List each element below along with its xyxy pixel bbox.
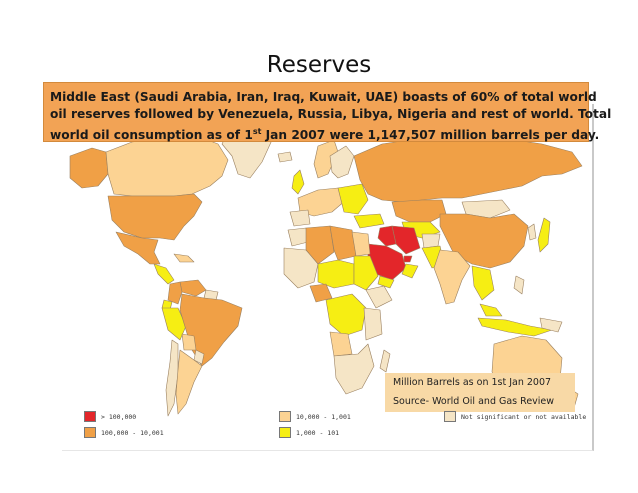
legend-swatch	[444, 411, 456, 422]
region-china	[439, 213, 529, 269]
caption-line-3-post: Jan 2007 were 1,147,507 million barrels …	[261, 128, 600, 143]
region-yemen	[377, 275, 395, 289]
region-morocco	[287, 227, 309, 247]
caption-line-3-pre: world oil consumption as of 1	[50, 128, 253, 143]
map-frame	[62, 104, 594, 451]
region-paraguay	[193, 349, 205, 365]
region-sudan	[353, 255, 379, 291]
caption-line-3-sup: st	[252, 127, 262, 136]
legend-item: 1,000 - 101	[279, 427, 339, 438]
region-argentina	[175, 349, 203, 415]
source-box: Million Barrels as on 1st Jan 2007 Sourc…	[385, 373, 575, 412]
legend-label: > 100,000	[101, 412, 137, 421]
region-peru	[161, 307, 187, 341]
description-caption: Middle East (Saudi Arabia, Iran, Iraq, K…	[43, 82, 612, 144]
region-mongolia	[461, 199, 511, 219]
region-russia	[353, 133, 583, 203]
source-note: Source- World Oil and Gas Review	[393, 396, 555, 407]
region-eastern-europe	[337, 183, 369, 215]
units-note: Million Barrels as on 1st Jan 2007	[393, 377, 552, 388]
region-central-africa	[325, 293, 367, 337]
region-venezuela	[179, 279, 207, 297]
region-central-america	[153, 263, 175, 285]
region-algeria	[305, 225, 335, 265]
region-uk	[291, 169, 305, 195]
caption-line-3: world oil consumption as of 1st Jan 2007…	[50, 123, 599, 144]
region-angola	[329, 331, 353, 357]
region-egypt	[351, 231, 371, 257]
region-new-guinea	[539, 317, 563, 333]
region-alaska	[69, 147, 109, 189]
region-brazil	[179, 293, 243, 367]
region-bolivia	[181, 333, 197, 351]
region-indonesia	[477, 317, 553, 337]
region-turkey	[353, 213, 385, 229]
region-mexico	[115, 231, 161, 265]
legend-swatch	[84, 427, 96, 438]
map-legend: > 100,000 100,000 - 10,001 10,000 - 1,00…	[84, 410, 586, 440]
region-uae	[403, 255, 413, 263]
region-japan	[537, 217, 551, 253]
region-iceland	[277, 151, 293, 163]
caption-line-2: oil reserves followed by Venezuela, Russ…	[50, 107, 612, 121]
region-caribbean	[173, 253, 195, 263]
region-india	[433, 249, 471, 305]
region-ethiopia	[365, 285, 393, 309]
region-usa	[107, 193, 203, 241]
region-korea	[527, 223, 537, 241]
region-iberia	[289, 209, 311, 227]
legend-label: 10,000 - 1,001	[296, 412, 351, 421]
legend-label: Not significant or not available	[461, 412, 587, 421]
caption-line-1: Middle East (Saudi Arabia, Iran, Iraq, K…	[50, 90, 597, 104]
region-colombia	[167, 281, 183, 305]
region-sweden-finland	[329, 145, 355, 179]
world-oil-reserves-map	[69, 121, 583, 417]
region-east-africa	[363, 307, 383, 341]
region-libya	[329, 225, 357, 261]
region-southeast-asia	[471, 265, 495, 301]
region-southern-africa	[333, 343, 375, 395]
slide-title: Reserves	[266, 52, 372, 78]
region-oman	[401, 263, 419, 279]
legend-swatch	[279, 411, 291, 422]
region-chile	[165, 339, 179, 417]
region-afghanistan	[421, 233, 441, 249]
region-malaysia	[479, 303, 503, 317]
region-kazakhstan	[391, 199, 447, 223]
region-chad-niger	[317, 259, 355, 289]
legend-item: 100,000 - 10,001	[84, 427, 164, 438]
region-west-africa	[283, 247, 319, 289]
legend-label: 100,000 - 10,001	[101, 428, 164, 437]
region-nigeria	[309, 283, 333, 303]
legend-item: > 100,000	[84, 411, 136, 422]
region-madagascar	[379, 349, 391, 373]
legend-swatch	[84, 411, 96, 422]
region-philippines	[513, 275, 525, 295]
legend-swatch	[279, 427, 291, 438]
region-iraq	[377, 225, 397, 247]
legend-item: 10,000 - 1,001	[279, 411, 351, 422]
legend-item: Not significant or not available	[444, 411, 586, 422]
legend-label: 1,000 - 101	[296, 428, 340, 437]
